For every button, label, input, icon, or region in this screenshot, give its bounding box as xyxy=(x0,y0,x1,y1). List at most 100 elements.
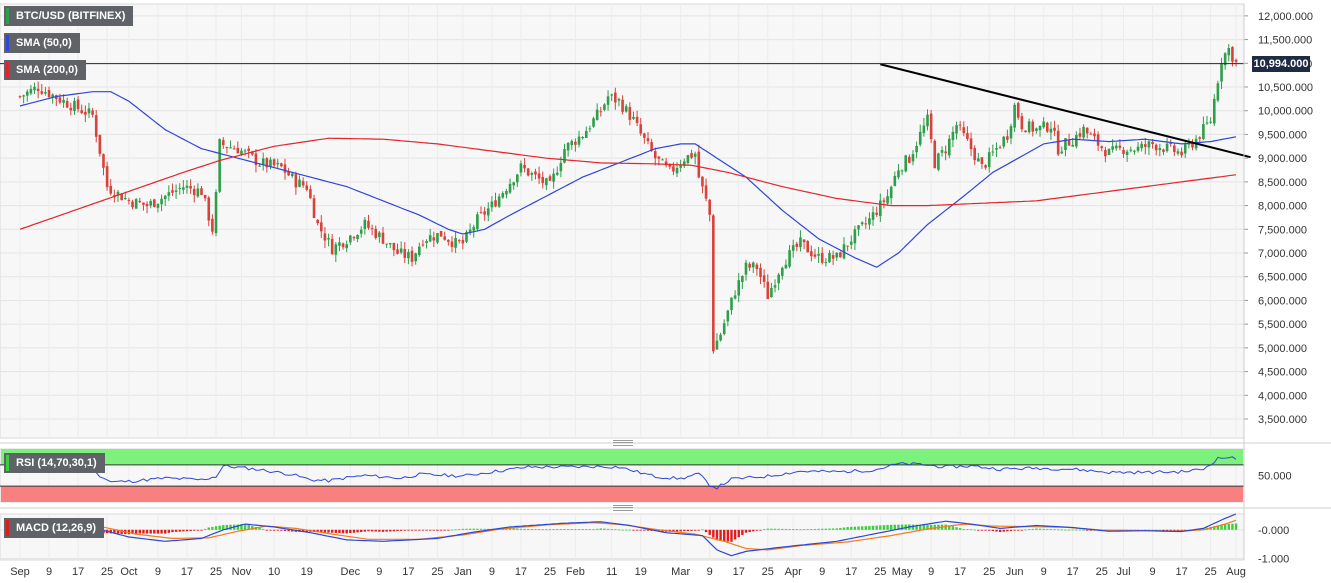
candle-body xyxy=(47,89,51,98)
candle-body xyxy=(1202,124,1205,139)
candle-body xyxy=(784,264,788,269)
y-tick-label: 9,500.000 xyxy=(1258,129,1307,141)
macd-histogram-bar xyxy=(516,528,519,530)
macd-histogram-bar xyxy=(762,529,766,531)
candle-body xyxy=(25,91,29,96)
macd-histogram-bar xyxy=(280,529,283,531)
candle-body xyxy=(294,174,298,188)
candle-body xyxy=(1180,151,1183,156)
macd-histogram-bar xyxy=(628,529,632,531)
macd-histogram-bar xyxy=(487,528,490,530)
macd-histogram-bar xyxy=(875,525,878,530)
macd-histogram-bar xyxy=(1006,529,1009,532)
macd-legend[interactable]: MACD (12,26,9) xyxy=(4,518,105,538)
candle-body xyxy=(1060,151,1064,154)
rsi-pane-resize-handle[interactable] xyxy=(613,440,633,446)
macd-histogram-bar xyxy=(1024,529,1027,531)
candle-body xyxy=(465,231,468,242)
candle-body xyxy=(436,233,439,243)
candle-body xyxy=(879,200,882,217)
x-tick-label: 25 xyxy=(762,566,774,578)
candle-body xyxy=(120,193,123,201)
candle-body xyxy=(635,116,639,123)
rsi-legend[interactable]: RSI (14,70,30,1) xyxy=(4,453,105,473)
macd-histogram-bar xyxy=(853,526,857,530)
macd-histogram-bar xyxy=(240,524,243,530)
macd-histogram-bar xyxy=(291,529,294,532)
candle-body xyxy=(853,229,857,244)
symbol-legend[interactable]: BTC/USD (BITFINEX) xyxy=(4,6,134,26)
sma-slow-legend-label: SMA (200,0) xyxy=(16,64,78,76)
candle-body xyxy=(457,240,461,242)
candle-body xyxy=(799,237,802,248)
candle-body xyxy=(91,110,94,115)
candle-body xyxy=(316,219,319,224)
candle-body xyxy=(592,118,595,127)
candle-body xyxy=(87,108,91,114)
macd-histogram-bar xyxy=(701,529,704,531)
candle-body xyxy=(922,125,926,134)
candle-body xyxy=(595,109,599,121)
candle-body xyxy=(886,196,889,204)
macd-histogram-bar xyxy=(1078,529,1082,531)
candle-body xyxy=(1136,146,1140,151)
candle-body xyxy=(955,125,958,134)
macd-histogram-bar xyxy=(207,527,210,530)
macd-histogram-bar xyxy=(639,529,642,531)
candle-body xyxy=(1045,122,1049,132)
macd-histogram-bar xyxy=(461,528,465,530)
candle-body xyxy=(490,201,494,208)
macd-histogram-bar xyxy=(458,529,461,530)
macd-histogram-bar xyxy=(563,528,566,530)
candle-body xyxy=(454,237,457,248)
candle-body xyxy=(1212,99,1216,124)
macd-pane-resize-handle[interactable] xyxy=(613,505,633,511)
candle-body xyxy=(701,176,704,187)
macd-histogram-bar xyxy=(980,529,984,531)
candle-body xyxy=(388,243,392,245)
candle-body xyxy=(418,246,421,256)
candle-body xyxy=(621,99,624,112)
candle-body xyxy=(570,140,574,146)
candle-body xyxy=(588,128,592,130)
macd-histogram-bar xyxy=(541,529,544,531)
macd-histogram-bar xyxy=(483,528,486,530)
macd-histogram-bar xyxy=(635,529,639,531)
candle-body xyxy=(904,155,908,172)
sma-slow-legend[interactable]: SMA (200,0) xyxy=(4,60,86,80)
candle-body xyxy=(505,190,508,195)
macd-histogram-bar xyxy=(142,529,145,534)
x-tick-label: 25 xyxy=(874,566,886,578)
candle-body xyxy=(839,252,842,258)
candle-body xyxy=(519,163,523,173)
candle-body xyxy=(712,215,715,352)
macd-histogram-bar xyxy=(381,529,385,532)
candle-body xyxy=(374,228,378,238)
candle-body xyxy=(1049,128,1053,133)
sma-fast-legend[interactable]: SMA (50,0) xyxy=(4,33,80,53)
candle-body xyxy=(958,124,962,126)
y-tick-label: 7,500.000 xyxy=(1258,224,1307,236)
macd-histogram-bar xyxy=(799,529,802,531)
candle-body xyxy=(897,170,900,178)
candle-body xyxy=(1205,122,1209,124)
candle-body xyxy=(1220,63,1223,82)
macd-histogram-bar xyxy=(744,529,748,533)
macd-histogram-bar xyxy=(726,529,730,542)
candle-body xyxy=(926,114,929,127)
macd-histogram-bar xyxy=(1147,529,1151,531)
macd-histogram-bar xyxy=(341,529,345,534)
macd-histogram-bar xyxy=(160,529,163,534)
candle-body xyxy=(566,142,570,151)
candle-body xyxy=(156,203,160,208)
candle-body xyxy=(58,97,62,103)
candle-body xyxy=(762,275,766,282)
macd-histogram-bar xyxy=(385,529,388,532)
candle-body xyxy=(802,239,806,243)
candle-body xyxy=(1133,150,1136,152)
x-tick-label: 17 xyxy=(845,566,857,578)
candle-body xyxy=(512,182,515,186)
macd-histogram-bar xyxy=(617,529,621,531)
candle-body xyxy=(211,218,214,232)
